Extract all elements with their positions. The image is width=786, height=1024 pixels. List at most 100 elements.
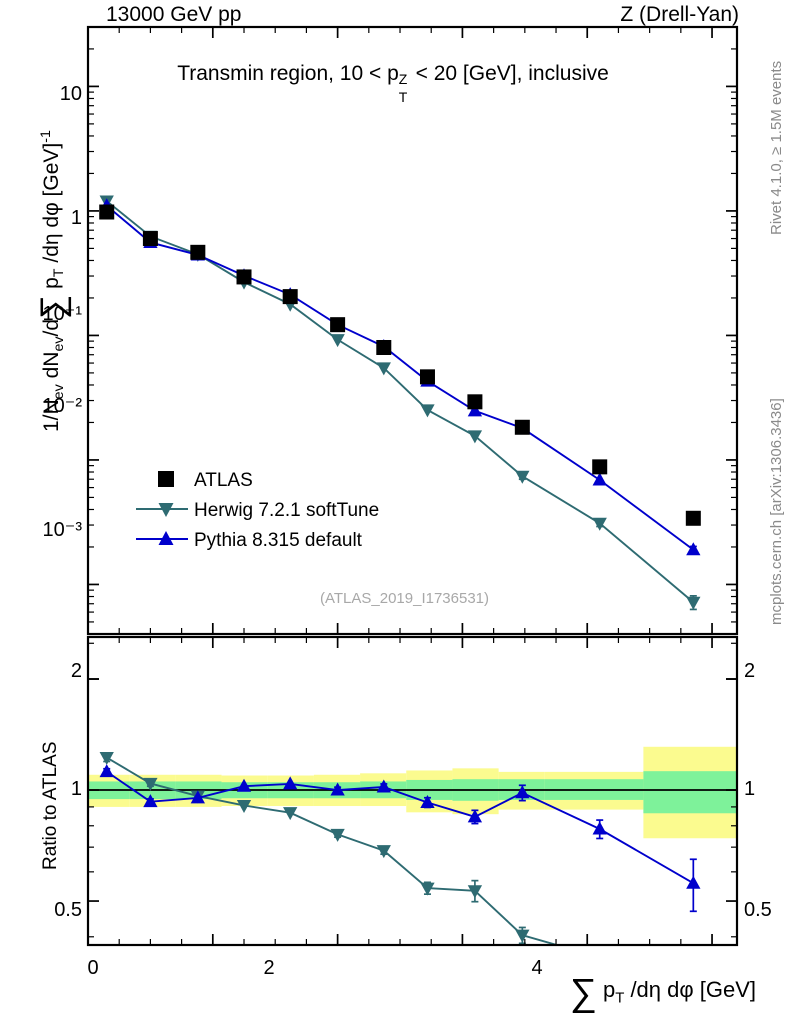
series-line [106,205,694,551]
marker-square [467,394,483,410]
legend-marker-herwig [158,503,174,517]
x-label-p: p [596,977,616,1002]
marker-triangle-up [330,782,345,796]
marker-triangle-down [99,752,114,766]
marker-square [236,269,252,285]
plot-title-sub: T [398,89,408,105]
legend-marker-pythia [158,531,174,545]
ratio-series-pythia [99,764,701,913]
marker-triangle-down [592,517,607,531]
y-tick-1e-2: 10⁻² [42,395,82,417]
y-tick-1e-1: 10⁻¹ [42,303,82,325]
marker-triangle-down [686,596,701,610]
x-label-sub: T [615,989,625,1007]
marker-triangle-up [99,764,114,778]
marker-square [282,289,298,305]
y-label-b: dN [40,351,63,385]
marker-triangle-up [467,809,483,823]
axis-ticks [87,27,737,945]
marker-square [419,369,435,385]
y-tick-1: 1 [70,207,82,229]
marker-triangle-down [143,777,158,791]
marker-square [376,339,392,355]
y-label-d-sub: T [51,268,68,278]
x-tick-2: 2 [263,957,275,979]
series-line [106,200,694,603]
main-panel-frame [86,25,739,636]
ratio-y-tick-1-left: 1 [70,778,82,800]
y-tick-1e-3: 10⁻³ [42,519,82,541]
marker-square [592,459,608,475]
marker-triangle-down [467,430,483,444]
y-label-d: p [40,277,63,295]
marker-square [330,317,346,333]
x-label-sigma: ∑ [569,972,597,1014]
plot-title: Transmin region, 10 < p Z T < 20 [GeV], … [0,62,786,105]
ratio-y-tick-1-right: 1 [744,778,756,800]
y-label-e: /dη dφ [GeV] [40,142,63,269]
marker-triangle-up [686,875,701,889]
x-axis-label: ∑ pT /dη dφ [GeV] [570,972,756,1015]
y-tick-10: 10 [59,83,82,105]
plot-title-sup: Z [398,71,408,87]
x-tick-4: 4 [531,957,543,979]
marker-triangle-down [515,929,530,943]
plot-title-main: Transmin region, 10 < p [177,62,399,85]
marker-triangle-down [420,404,435,418]
header-right: Z (Drell-Yan) [620,3,739,26]
series-line [106,756,561,945]
marker-square [514,419,530,435]
marker-triangle-down [467,885,483,899]
y-label-e-sup: -1 [38,130,54,143]
marker-triangle-down [420,882,435,896]
x-label-rest: /dη dφ [GeV] [624,977,756,1002]
ratio-y-tick-2-left: 2 [70,660,82,682]
marker-triangle-up [376,779,391,793]
marker-triangle-up [686,542,701,556]
marker-triangle-down [376,845,391,859]
legend-label-herwig: Herwig 7.2.1 softTune [194,500,380,521]
header-left: 13000 GeV pp [106,3,242,26]
marker-triangle-down [236,799,252,813]
marker-triangle-up [592,472,607,486]
ratio-y-axis-label: Ratio to ATLAS [40,741,61,871]
marker-square [142,231,158,247]
marker-triangle-down [376,362,391,376]
main-series-atlas [99,204,701,526]
marker-triangle-down [330,828,345,842]
x-tick-0: 0 [87,957,99,979]
marker-triangle-up [467,403,483,417]
ratio-y-tick-2-right: 2 [744,660,756,682]
y-axis-label: 1/Nev dNev/d∑ pT /dη dφ [GeV]-1 [34,130,73,432]
legend-marker-atlas [158,471,174,487]
side-label-mcplots: mcplots.cern.ch [arXiv:1306.3436] [768,398,785,625]
marker-triangle-down [515,470,530,484]
marker-triangle-up [190,790,205,804]
main-series-pythia [99,198,701,556]
side-label-rivet: Rivet 4.1.0, ≥ 1.5M events [768,60,785,235]
legend-label-atlas: ATLAS [194,470,253,491]
ratio-y-tick-05-right: 0.5 [744,899,772,921]
plot-title-rest: < 20 [GeV], inclusive [409,62,609,85]
legend-label-pythia: Pythia 8.315 default [194,530,362,551]
marker-square [685,510,701,526]
marker-triangle-up [236,778,252,792]
marker-triangle-down [283,807,298,821]
ratio-panel-frame [86,635,739,947]
marker-square [99,204,115,220]
main-series-herwig [99,195,701,611]
band-inner [643,771,737,814]
ratio-y-tick-05-left: 0.5 [54,899,82,921]
marker-triangle-up [283,776,298,790]
y-label-b-sub: ev [51,336,68,352]
marker-triangle-up [515,785,530,799]
marker-square [190,244,206,260]
analysis-watermark: (ATLAS_2019_I1736531) [320,590,490,607]
ratio-series-herwig [99,752,561,945]
legend-markers [136,471,188,545]
marker-triangle-up [143,794,158,808]
marker-triangle-down [330,334,345,348]
series-line [106,770,694,885]
marker-triangle-up [420,795,435,809]
